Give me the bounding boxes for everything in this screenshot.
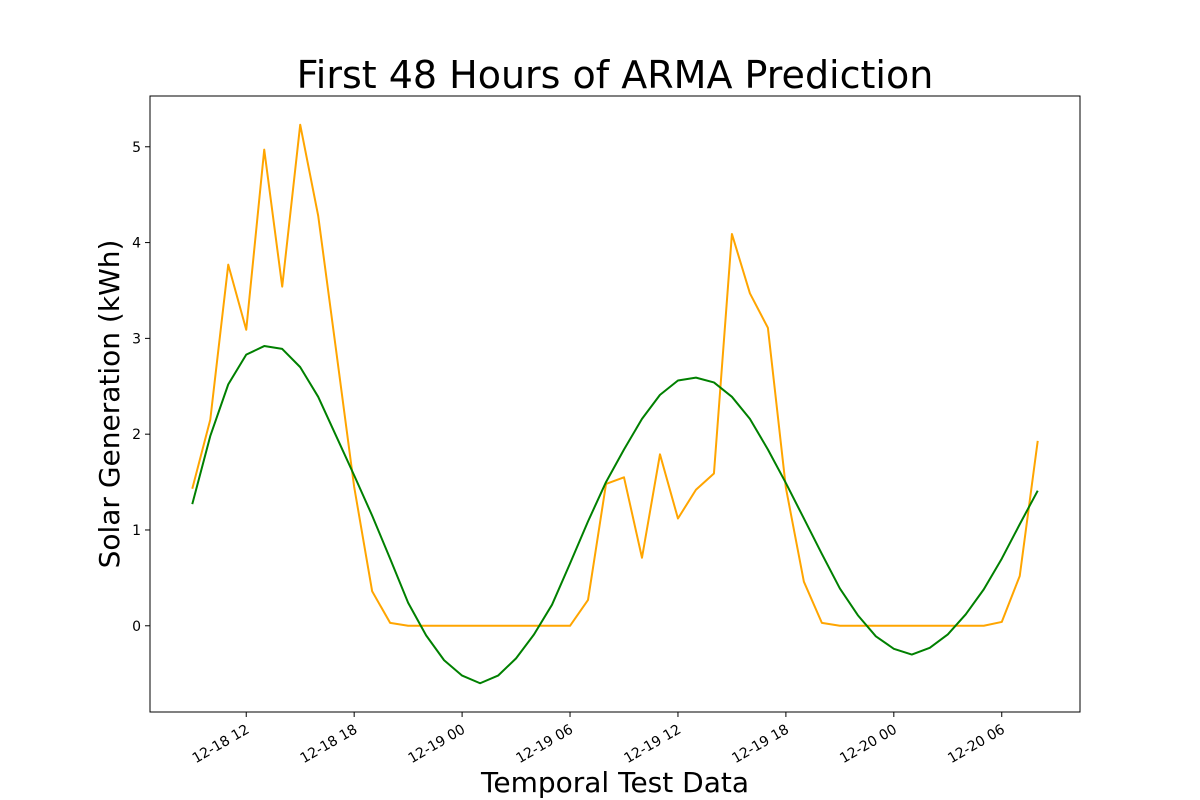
x-tick-label: 12-18 12 (190, 722, 253, 767)
y-axis-label: Solar Generation (kWh) (93, 240, 126, 569)
plot-frame (149, 95, 1081, 713)
y-tick-label: 2 (132, 427, 141, 443)
plot-area: 0 1 2 3 4 5 12-18 12 12-18 18 12-19 00 12-19 06 12… (132, 95, 1081, 767)
y-tick-label: 1 (132, 523, 141, 539)
x-axis-label: Temporal Test Data (480, 766, 749, 799)
x-tick-label: 12-19 06 (514, 722, 577, 767)
series-line-0 (191, 123, 1039, 627)
series-line-1 (191, 345, 1039, 685)
x-tick-label: 12-19 18 (729, 722, 792, 767)
y-tick-label: 5 (132, 140, 141, 156)
x-tick-label: 12-20 00 (837, 722, 900, 767)
x-tick-label: 12-19 00 (406, 722, 469, 767)
x-tick-label: 12-18 18 (298, 722, 361, 767)
chart-title: First 48 Hours of ARMA Prediction (297, 53, 934, 97)
y-tick-label: 0 (132, 619, 141, 635)
x-tick-label: 12-19 12 (621, 722, 684, 767)
y-tick-label: 3 (132, 331, 141, 347)
y-tick-label: 4 (132, 236, 141, 252)
x-tick-label: 12-20 06 (945, 722, 1008, 767)
